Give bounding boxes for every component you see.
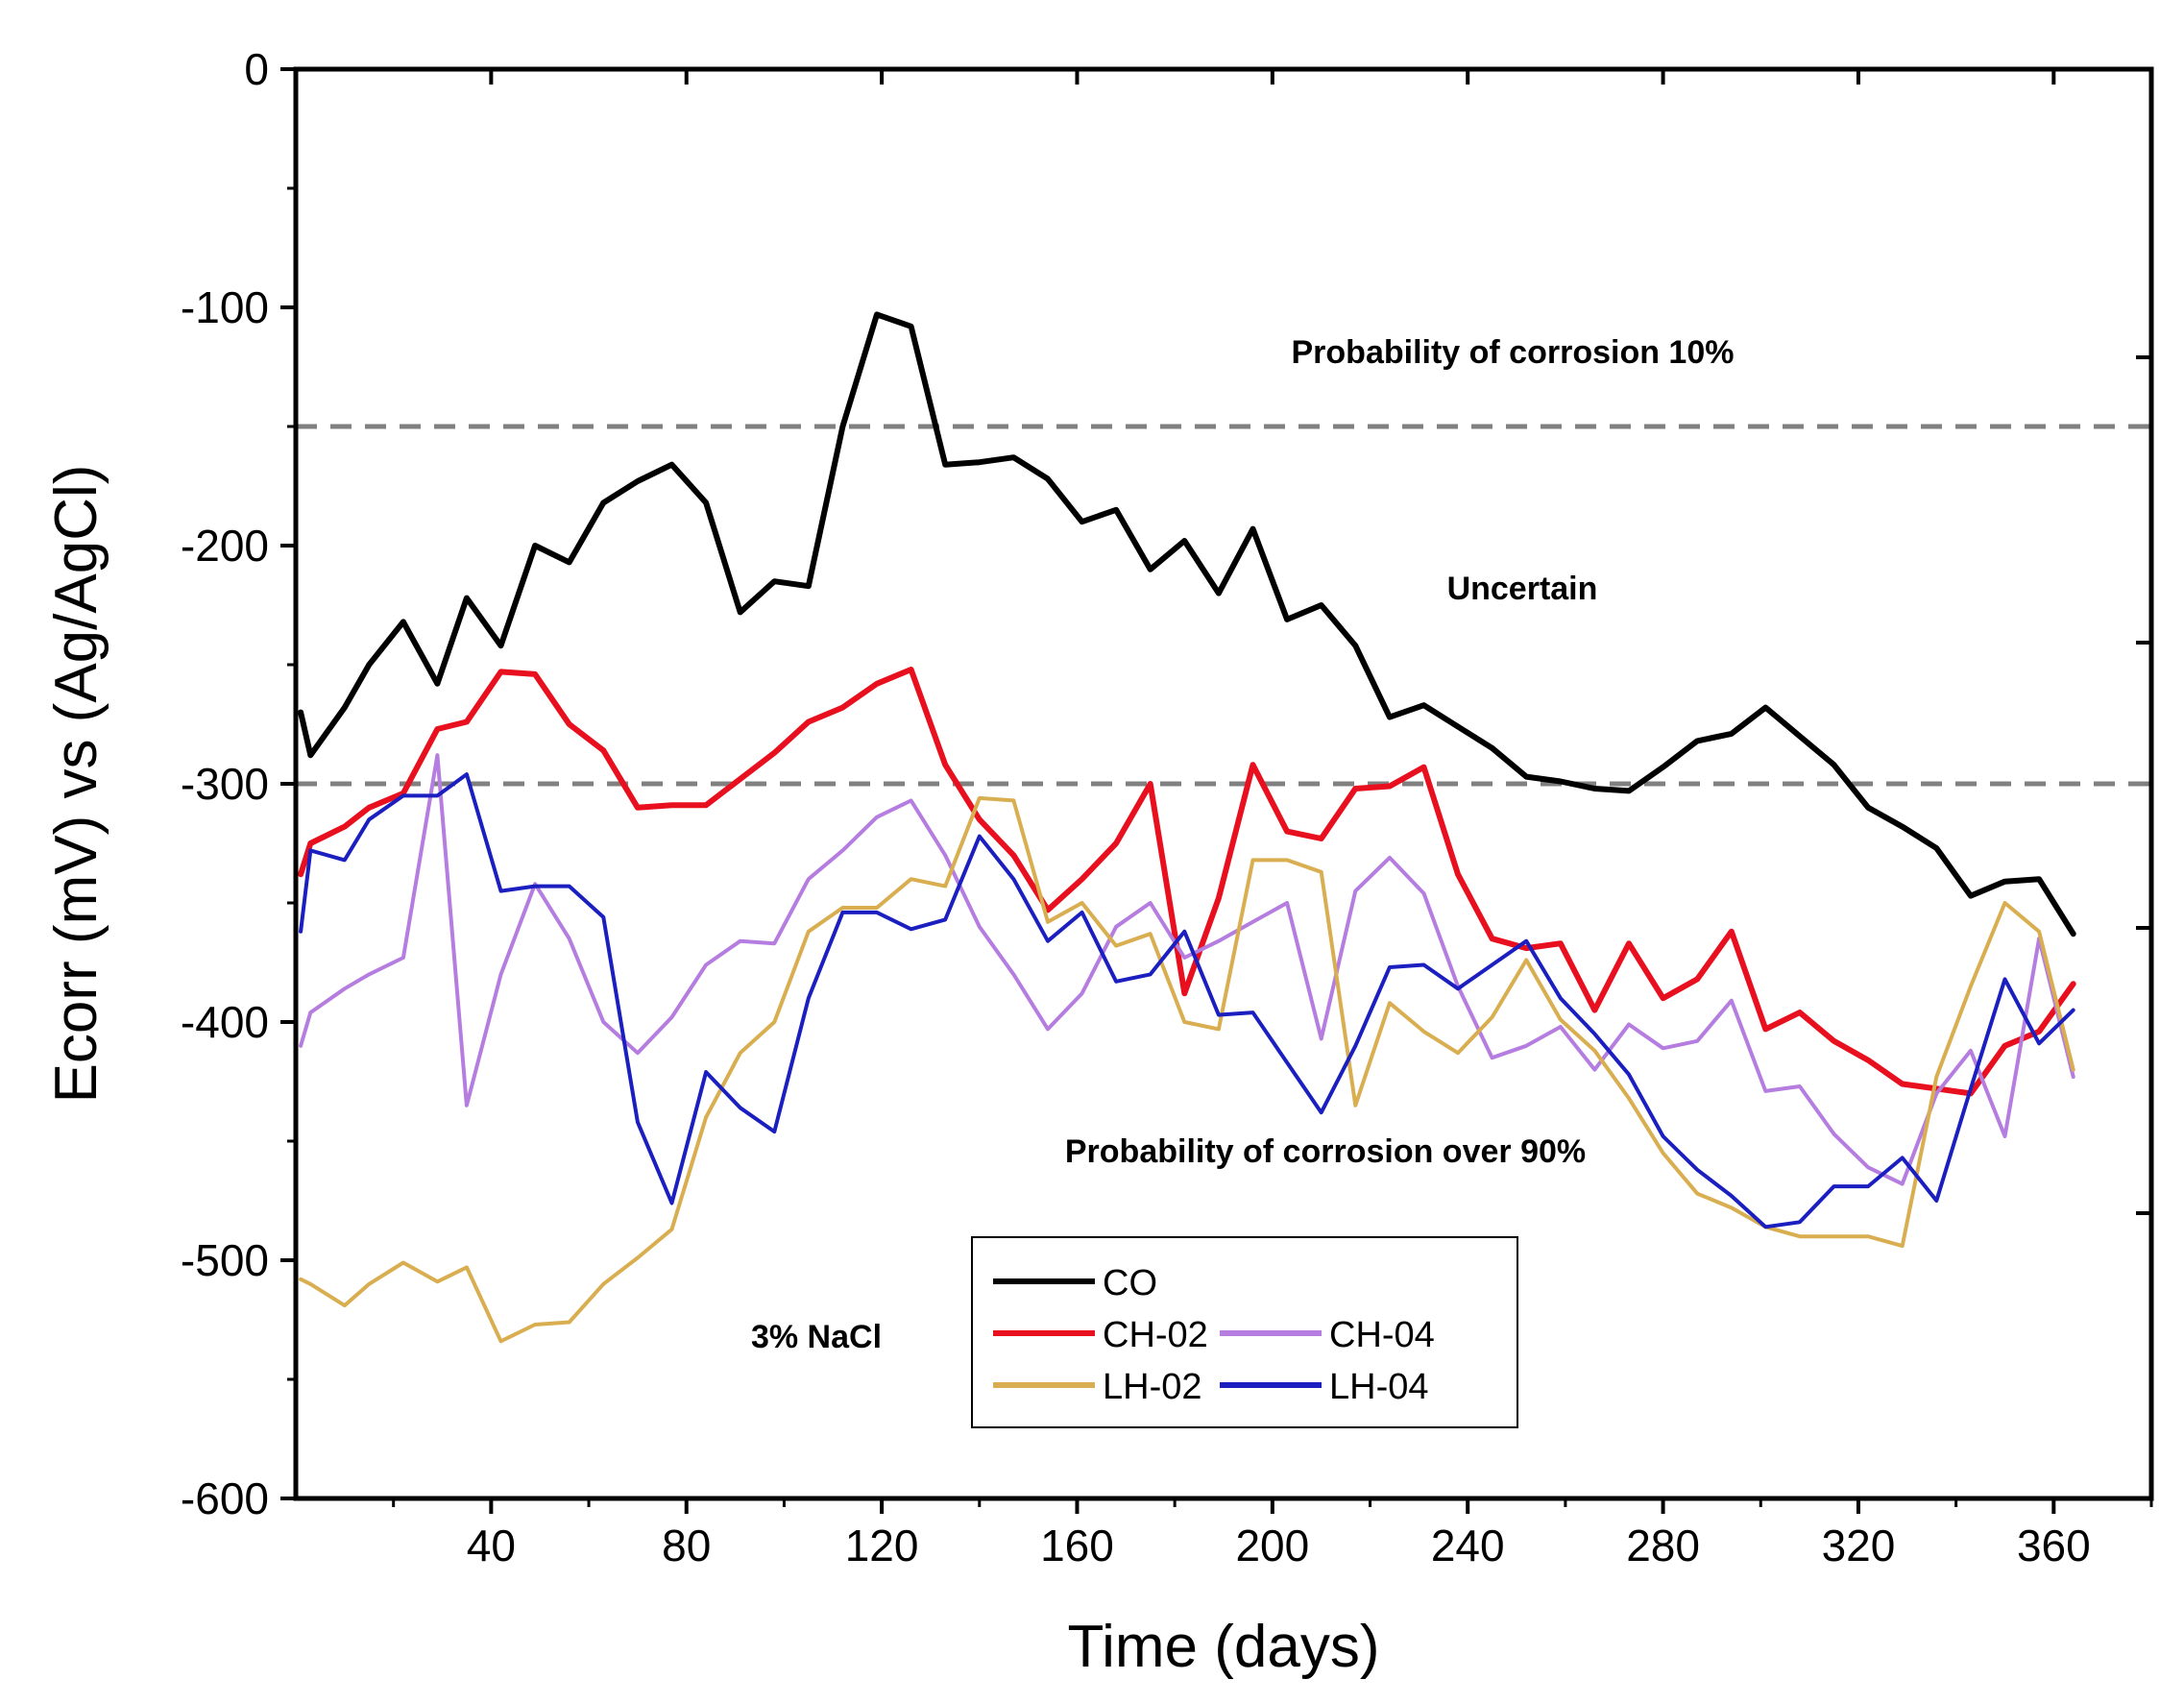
y-tick-label: -100 (181, 282, 269, 332)
y-tick-label: -600 (181, 1473, 269, 1523)
x-tick-label: 40 (467, 1521, 516, 1570)
legend-label-ch-04: CH-04 (1329, 1315, 1435, 1355)
series-line-co (298, 311, 2076, 937)
axis-ticks (280, 67, 2153, 1514)
annotation-uncertain: Uncertain (1447, 571, 1598, 607)
x-tick-label: 200 (1235, 1521, 1309, 1570)
series-line-lh-02 (299, 795, 2075, 1344)
legend-label-lh-02: LH-02 (1103, 1367, 1202, 1407)
series-lines (298, 311, 2076, 1344)
series-line-lh-04 (299, 772, 2075, 1229)
x-tick-label: 80 (662, 1521, 711, 1570)
y-tick-label: -300 (181, 759, 269, 809)
legend-label-lh-04: LH-04 (1329, 1367, 1429, 1407)
series-line-ch-04 (299, 753, 2075, 1186)
legend-label-ch-02: CH-02 (1103, 1315, 1208, 1355)
legend: CO CH-02 CH-04 LH-02 LH-04 (971, 1236, 1518, 1428)
annotations: Probability of corrosion 10% Uncertain P… (751, 334, 1735, 1355)
series-line-ch-02 (298, 667, 2076, 1097)
y-tick-label: 0 (244, 44, 269, 94)
y-axis-title: Ecorr (mV) vs (Ag/AgCl) (43, 465, 109, 1104)
x-axis-title: Time (days) (1068, 1614, 1380, 1680)
y-tick-label: -500 (181, 1235, 269, 1285)
x-tick-label: 280 (1626, 1521, 1700, 1570)
legend-label-co: CO (1103, 1263, 1157, 1303)
x-tick-label: 240 (1431, 1521, 1505, 1570)
x-tick-label: 320 (1822, 1521, 1896, 1570)
y-tick-label: -400 (181, 997, 269, 1047)
annotation-prob-90: Probability of corrosion over 90% (1065, 1133, 1586, 1170)
x-tick-label: 120 (845, 1521, 919, 1570)
annotation-prob-10: Probability of corrosion 10% (1292, 334, 1735, 371)
y-tick-label: -200 (181, 521, 269, 571)
annotation-nacl: 3% NaCl (751, 1319, 882, 1355)
x-tick-label: 160 (1040, 1521, 1114, 1570)
axis-tick-labels: 40 80 120 160 200 240 280 320 360 0 -100 -200 -300 -4… (181, 44, 2091, 1570)
x-tick-label: 360 (2017, 1521, 2091, 1570)
